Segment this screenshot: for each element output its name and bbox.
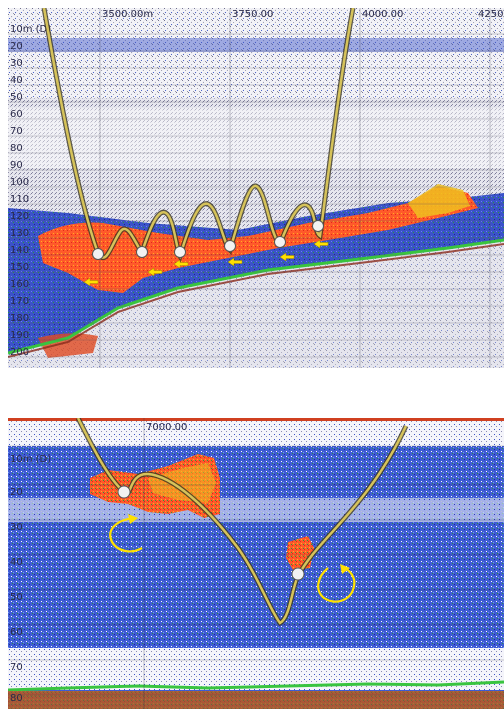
trawl-marker [92,248,104,260]
depth-label: 80 [10,143,23,154]
rotate-arrow-icon [109,516,143,553]
depth-label: 60 [10,627,23,638]
depth-label: 140 [10,245,29,256]
bottom-line [8,238,504,355]
arrow-left-icon [83,277,99,287]
depth-label: 80 [10,693,23,704]
trawl-marker [136,246,148,258]
depth-label: 30 [10,522,23,533]
depth-label: 40 [10,557,23,568]
bottom-echo-patch [38,333,98,358]
trawl-marker [117,485,131,499]
depth-label: 170 [10,296,29,307]
trawl-markers [92,220,324,260]
distance-label: 3750.00 [232,9,273,20]
depth-label: 20 [10,487,23,498]
bottom-echogram-svg: 10m (D) 20 30 40 50 60 70 80 7000.00 [8,418,504,709]
trawl-marker [291,567,305,581]
distance-label: 4250.00 [478,9,504,20]
clear-water-band [8,108,504,168]
depth-label: 110 [10,194,29,205]
depth-label: 90 [10,160,23,171]
depth-label: 150 [10,262,29,273]
top-echogram-svg: 10m (D) 20 30 40 50 60 70 80 90 100 110 … [8,8,504,368]
distance-label: 3500.00m [102,9,153,20]
depth-label: 50 [10,592,23,603]
distance-label: 4000.00 [362,9,403,20]
arrow-markers [83,239,329,287]
depth-unit-label: 10m (D) [10,454,51,465]
arrow-left-icon [313,239,329,249]
arrow-left-icon [227,257,243,267]
trawl-marker [312,220,324,232]
near-bottom-clear-band [8,648,504,690]
arrow-left-icon [173,259,189,269]
trawl-marker [224,240,236,252]
depth-label: 100 [10,177,29,188]
fish-school-yellow-top [408,184,470,218]
trawl-marker [274,236,286,248]
depth-grid [8,445,504,696]
trawl-marker [174,246,186,258]
depth-label: 30 [10,58,23,69]
distance-grid [99,8,491,368]
depth-label: 180 [10,313,29,324]
depth-label: 190 [10,330,29,341]
depth-label: 20 [10,41,23,52]
bottom-echogram-panel: 10m (D) 20 30 40 50 60 70 80 7000.00 [8,418,504,709]
depth-label: 200 [10,347,29,358]
depth-label: 160 [10,279,29,290]
fish-school-top [38,186,478,293]
depth-label: 40 [10,75,23,86]
surface-noise-band [8,8,504,98]
surface-blue-stripe [8,38,504,52]
depth-label: 120 [10,211,29,222]
distance-label: 7000.00 [146,422,187,433]
depth-label: 70 [10,126,23,137]
top-echogram-panel: 10m (D) 20 30 40 50 60 70 80 90 100 110 … [8,8,504,368]
arrow-left-icon [147,267,163,277]
arrow-left-icon [279,252,295,262]
depth-unit-label: 10m (D) [10,24,51,35]
rotate-arrow-icon [317,566,356,603]
bottom-line [8,680,504,692]
clear-water-stripe [8,498,504,522]
depth-label: 70 [10,662,23,673]
depth-label: 50 [10,92,23,103]
rotation-arrows [109,516,356,603]
depth-label: 60 [10,109,23,120]
depth-label: 130 [10,228,29,239]
